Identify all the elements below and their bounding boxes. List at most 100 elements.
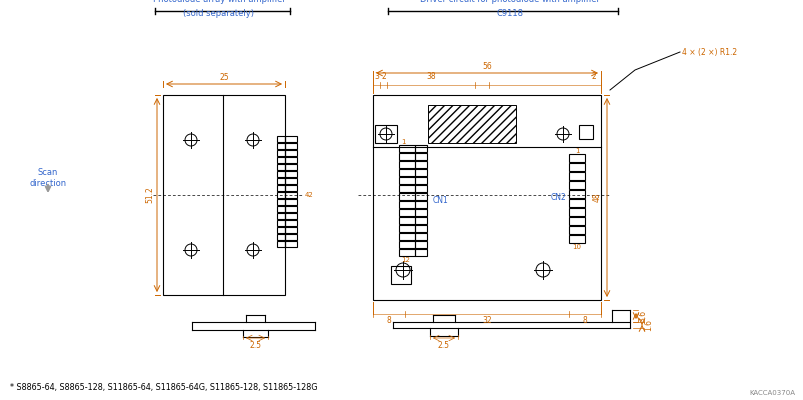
Bar bbox=[277, 143, 284, 149]
Bar bbox=[398, 153, 414, 160]
Bar bbox=[284, 241, 296, 247]
Bar bbox=[569, 208, 585, 216]
Text: 8: 8 bbox=[386, 316, 391, 325]
Bar bbox=[414, 169, 426, 176]
Bar bbox=[284, 185, 296, 191]
Bar bbox=[277, 220, 284, 226]
Bar bbox=[277, 192, 284, 198]
Bar bbox=[284, 192, 296, 198]
Bar bbox=[398, 177, 414, 184]
Bar bbox=[277, 150, 284, 156]
Bar bbox=[569, 172, 585, 180]
Text: 2: 2 bbox=[381, 72, 385, 81]
Bar bbox=[277, 136, 284, 142]
Bar bbox=[284, 164, 296, 170]
Bar bbox=[277, 213, 284, 219]
Text: 3.6: 3.6 bbox=[638, 310, 646, 322]
Text: 32: 32 bbox=[482, 316, 491, 325]
Bar bbox=[414, 241, 426, 248]
Bar bbox=[414, 153, 426, 160]
Text: 12: 12 bbox=[401, 257, 410, 263]
Bar bbox=[398, 217, 414, 224]
Text: 2.5: 2.5 bbox=[438, 341, 450, 350]
Bar bbox=[284, 157, 296, 163]
Bar bbox=[277, 164, 284, 170]
Bar bbox=[277, 199, 284, 205]
Bar bbox=[284, 199, 296, 205]
Text: 48: 48 bbox=[593, 193, 601, 202]
Text: 42: 42 bbox=[304, 192, 313, 198]
Text: 3: 3 bbox=[373, 72, 378, 81]
Text: 2.5: 2.5 bbox=[249, 341, 261, 350]
Text: CN1: CN1 bbox=[433, 196, 448, 206]
Bar bbox=[427, 105, 516, 143]
Bar bbox=[398, 201, 414, 208]
Bar bbox=[398, 241, 414, 248]
Bar bbox=[414, 145, 426, 152]
Bar bbox=[284, 136, 296, 142]
Bar bbox=[414, 233, 426, 240]
Bar bbox=[569, 163, 585, 171]
Bar bbox=[277, 234, 284, 240]
Bar bbox=[414, 225, 426, 232]
Bar bbox=[277, 157, 284, 163]
Text: 51.2: 51.2 bbox=[145, 187, 154, 203]
Bar bbox=[578, 125, 593, 139]
Bar bbox=[284, 213, 296, 219]
Bar bbox=[163, 95, 284, 295]
Bar bbox=[569, 217, 585, 225]
Bar bbox=[277, 178, 284, 184]
Bar bbox=[398, 145, 414, 152]
Bar bbox=[414, 185, 426, 192]
Bar bbox=[277, 241, 284, 247]
Text: 1.6: 1.6 bbox=[643, 319, 652, 331]
Bar bbox=[569, 199, 585, 207]
Bar bbox=[398, 185, 414, 192]
Text: 2: 2 bbox=[591, 72, 596, 81]
Bar bbox=[284, 227, 296, 233]
Text: 25: 25 bbox=[219, 73, 229, 82]
Bar bbox=[398, 209, 414, 216]
Bar bbox=[398, 249, 414, 256]
Text: 56: 56 bbox=[482, 62, 491, 71]
Text: CN2: CN2 bbox=[549, 194, 565, 202]
Bar bbox=[414, 161, 426, 168]
Text: 8: 8 bbox=[582, 316, 587, 325]
Text: * S8865-64, S8865-128, S11865-64, S11865-64G, S11865-128, S11865-128G: * S8865-64, S8865-128, S11865-64, S11865… bbox=[10, 383, 317, 392]
Bar bbox=[414, 249, 426, 256]
Bar bbox=[398, 193, 414, 200]
Bar bbox=[569, 190, 585, 198]
Bar bbox=[284, 178, 296, 184]
Bar bbox=[284, 171, 296, 177]
Bar bbox=[569, 235, 585, 243]
Text: 4 × (2 ×) R1.2: 4 × (2 ×) R1.2 bbox=[681, 48, 736, 56]
Bar bbox=[284, 150, 296, 156]
Bar bbox=[398, 161, 414, 168]
Bar bbox=[414, 209, 426, 216]
Bar bbox=[398, 169, 414, 176]
Bar bbox=[374, 125, 397, 143]
Bar bbox=[390, 266, 410, 284]
Bar bbox=[277, 206, 284, 212]
Text: Driver circuit for photodiode with amplifier: Driver circuit for photodiode with ampli… bbox=[419, 0, 599, 4]
Bar bbox=[414, 201, 426, 208]
Text: Scan
direction: Scan direction bbox=[30, 168, 67, 188]
Bar bbox=[414, 177, 426, 184]
Text: 1: 1 bbox=[401, 139, 405, 145]
Text: 38: 38 bbox=[426, 72, 435, 81]
Bar bbox=[277, 185, 284, 191]
Bar bbox=[569, 181, 585, 189]
Bar bbox=[414, 193, 426, 200]
Text: 1: 1 bbox=[574, 148, 578, 154]
Text: (sold separately): (sold separately) bbox=[183, 9, 255, 18]
Bar bbox=[373, 95, 601, 300]
Bar bbox=[569, 154, 585, 162]
Bar bbox=[284, 206, 296, 212]
Bar bbox=[284, 143, 296, 149]
Bar bbox=[398, 225, 414, 232]
Bar bbox=[284, 234, 296, 240]
Bar bbox=[277, 227, 284, 233]
Text: Photodiode array with amplifier: Photodiode array with amplifier bbox=[153, 0, 285, 4]
Text: KACCA0370A: KACCA0370A bbox=[748, 390, 794, 396]
Bar bbox=[284, 220, 296, 226]
